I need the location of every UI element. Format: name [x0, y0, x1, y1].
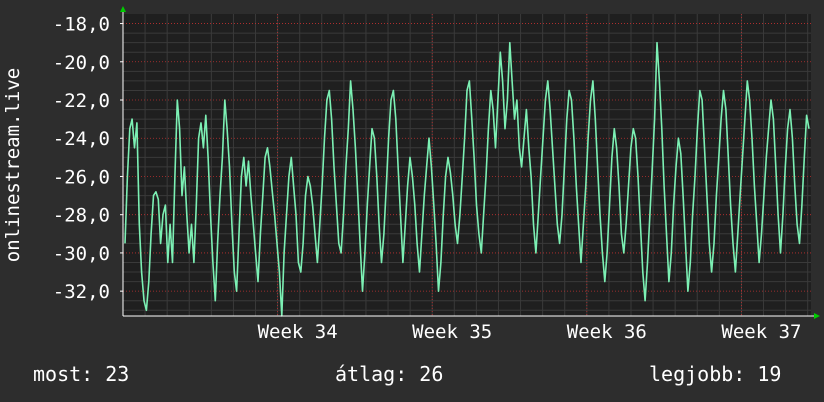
y-tick-label: -32,0 — [53, 281, 110, 303]
plot-area — [123, 14, 811, 316]
y-tick-label: -26,0 — [53, 166, 110, 188]
x-tick-label: Week 34 — [258, 321, 338, 343]
legend-best-value: legjobb: 19 — [649, 362, 782, 386]
x-tick-label: Week 35 — [412, 321, 492, 343]
axes — [120, 6, 820, 319]
x-tick-label: Week 36 — [567, 321, 647, 343]
y-tick-label: -22,0 — [53, 90, 110, 112]
x-axis-ticks: Week 34 Week 35 Week 36 Week 37 — [258, 321, 802, 343]
y-tick-label: -20,0 — [53, 52, 110, 74]
x-axis-arrow — [814, 313, 820, 319]
x-tick-label: Week 37 — [721, 321, 801, 343]
y-tick-label: -28,0 — [53, 205, 110, 227]
y-tick-label: -24,0 — [53, 128, 110, 150]
series-line — [124, 41, 810, 317]
legend-current-value: most: 23 — [33, 362, 130, 386]
y-tick-label: -30,0 — [53, 243, 110, 265]
y-axis-label: onlinestream.live — [2, 68, 24, 262]
legend-average-value: átlag: 26 — [335, 362, 444, 386]
y-tick-label: -18,0 — [53, 14, 110, 36]
y-axis-ticks: -18,0 -20,0 -22,0 -24,0 -26,0 -28,0 -30,0 -32,0 — [53, 14, 123, 303]
y-axis-arrow — [120, 6, 126, 12]
